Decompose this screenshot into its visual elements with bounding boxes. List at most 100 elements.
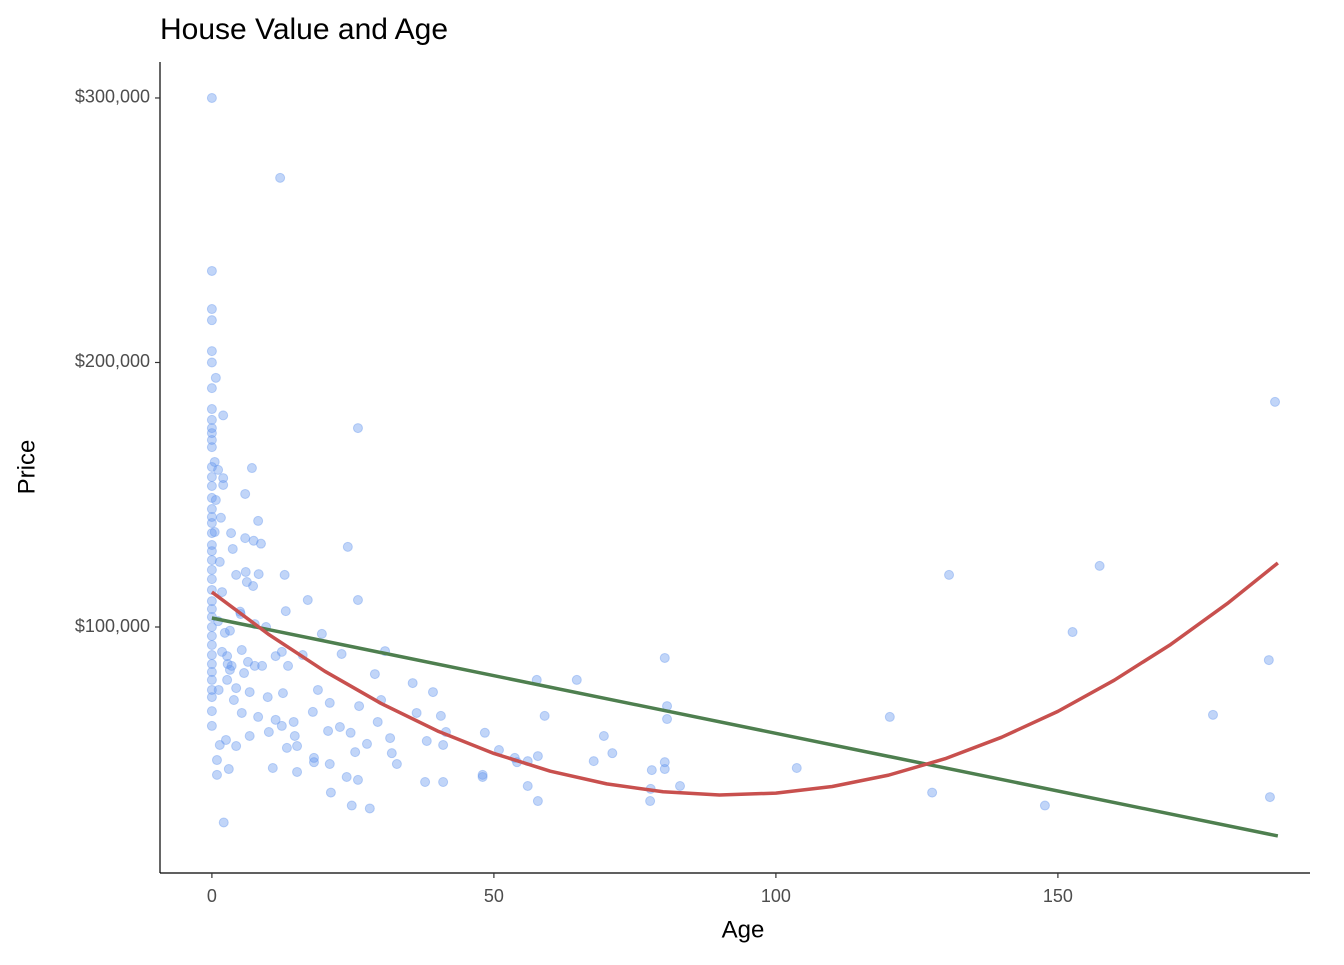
point (275, 172, 286, 183)
point (279, 569, 290, 580)
point (206, 528, 217, 539)
x-tick-label: 150 (1043, 886, 1073, 906)
point (206, 674, 217, 685)
point (242, 656, 253, 667)
point (214, 739, 225, 750)
point (218, 817, 229, 828)
point (364, 803, 375, 814)
point (206, 666, 217, 677)
point (281, 742, 292, 753)
point (219, 627, 230, 638)
point (522, 780, 533, 791)
point (239, 668, 250, 679)
point (324, 697, 335, 708)
point (438, 777, 449, 788)
point (218, 473, 229, 484)
point (209, 456, 220, 467)
point (283, 660, 294, 671)
point (302, 595, 313, 606)
point (386, 748, 397, 759)
point (1094, 560, 1105, 571)
x-tick-label: 0 (207, 886, 217, 906)
point (206, 346, 217, 357)
point (1207, 709, 1218, 720)
point (292, 766, 303, 777)
point (336, 648, 347, 659)
point (206, 622, 217, 633)
point (206, 684, 217, 695)
point (292, 741, 303, 752)
point (228, 695, 239, 706)
point (236, 707, 247, 718)
point (236, 645, 247, 656)
point (421, 736, 432, 747)
point (248, 535, 259, 546)
point (244, 687, 255, 698)
point (1270, 396, 1281, 407)
point (231, 741, 242, 752)
point (206, 404, 217, 415)
point (927, 787, 938, 798)
point (248, 581, 259, 592)
point (267, 762, 278, 773)
point (226, 528, 237, 539)
fit-line (211, 616, 1279, 838)
point (588, 756, 599, 767)
point (206, 564, 217, 575)
point (240, 566, 251, 577)
point (214, 556, 225, 567)
point (308, 752, 319, 763)
point (240, 488, 251, 499)
point (217, 646, 228, 657)
point (215, 512, 226, 523)
chart-title: House Value and Age (160, 13, 448, 46)
point (244, 730, 255, 741)
point (253, 515, 264, 526)
point (571, 674, 582, 685)
y-tick-label: $200,000 (75, 351, 150, 371)
point (263, 727, 274, 738)
x-tick-label: 50 (484, 886, 504, 906)
point (217, 587, 228, 598)
point (539, 710, 550, 721)
point (477, 769, 488, 780)
point (222, 674, 233, 685)
point (206, 555, 217, 566)
point (288, 716, 299, 727)
point (289, 730, 300, 741)
point (420, 777, 431, 788)
point (369, 669, 380, 680)
point (477, 771, 488, 782)
point (227, 543, 238, 554)
point (385, 733, 396, 744)
point (211, 769, 222, 780)
point (231, 683, 242, 694)
x-axis-title: Age (722, 916, 765, 943)
point (206, 481, 217, 492)
point (1264, 792, 1275, 803)
point (1263, 655, 1274, 666)
point (262, 692, 273, 703)
point (220, 734, 231, 745)
point (213, 684, 224, 695)
point (312, 684, 323, 695)
point (206, 630, 217, 641)
point (206, 428, 217, 439)
point (224, 664, 235, 675)
point (206, 720, 217, 731)
point (316, 628, 327, 639)
fit-line (210, 561, 1279, 797)
point (675, 780, 686, 791)
point (218, 479, 229, 490)
point (1039, 800, 1050, 811)
point (253, 711, 264, 722)
point (206, 434, 217, 445)
point (206, 546, 217, 557)
point (206, 604, 217, 615)
point (407, 678, 418, 689)
point (206, 357, 217, 368)
point (280, 606, 291, 617)
point (352, 423, 363, 434)
point (222, 651, 233, 662)
